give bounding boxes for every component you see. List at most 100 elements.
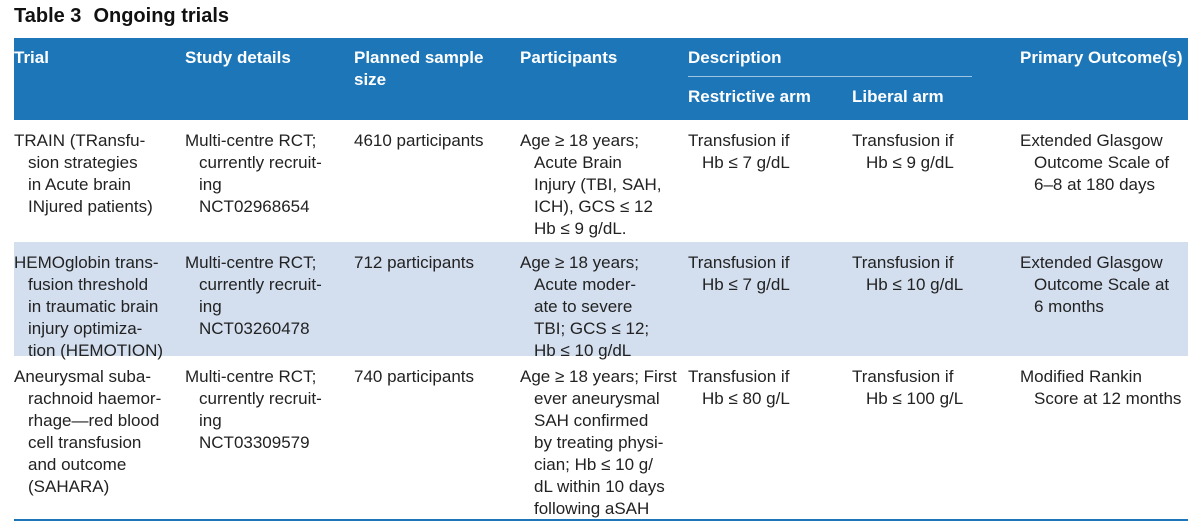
cell-text-line: Age ≥ 18 years; — [520, 253, 639, 272]
cell-text-line: Age ≥ 18 years; First — [520, 367, 677, 386]
cell-text-line: ate to severe — [534, 297, 633, 316]
header-liberal-arm: Liberal arm — [852, 87, 944, 106]
cell-text-line: Transfusion if — [688, 253, 790, 272]
cell-text-line: Transfusion if — [852, 131, 954, 150]
cell-text-line: Hb ≤ 10 g/dL — [534, 341, 632, 360]
cell-trial: TRAIN (TRansfu-sion strategies in Acute b… — [14, 130, 153, 218]
cell-text-line: following aSAH — [534, 499, 650, 518]
cell-primary-outcome: Extended Glasgow Outcome Scale of 6–8 at 1… — [1020, 130, 1169, 196]
cell-text-line: Hb ≤ 7 g/dL — [702, 153, 790, 172]
header-sample-size-line1: Planned sample — [354, 48, 484, 67]
cell-trial: Aneurysmal suba-rachnoid haemor-rhage—re… — [14, 366, 161, 498]
header-description: Description — [688, 48, 782, 67]
cell-text-line: TBI; GCS ≤ 12; — [534, 319, 650, 338]
header-primary-outcome: Primary Outcome(s) — [1020, 48, 1183, 67]
cell-text-line: 6–8 at 180 days — [1034, 175, 1155, 194]
cell-liberal-arm: Transfusion if Hb ≤ 100 g/L — [852, 366, 963, 410]
cell-text-line: Outcome Scale of — [1034, 153, 1170, 172]
cell-trial: HEMOglobin trans-fusion threshold in trau… — [14, 252, 163, 362]
header-restrictive-arm: Restrictive arm — [688, 87, 811, 106]
cell-text-line: cian; Hb ≤ 10 g/ — [534, 455, 653, 474]
cell-text-line: Hb ≤ 9 g/dL — [866, 153, 954, 172]
cell-participants: Age ≥ 18 years; Acute moder-ate to severe… — [520, 252, 649, 362]
table-row: HEMOglobin trans-fusion threshold in trau… — [14, 242, 1188, 360]
cell-text-line: Multi-centre RCT; — [185, 367, 317, 386]
cell-text-line: rachnoid haemor- — [28, 389, 162, 408]
cell-text-line: Aneurysmal suba- — [14, 367, 152, 386]
cell-text-line: SAH confirmed — [534, 411, 649, 430]
cell-participants: Age ≥ 18 years; First ever aneurysmal SAH … — [520, 366, 677, 520]
cell-text-line: currently recruit- — [199, 275, 322, 294]
cell-text-line: in Acute brain — [28, 175, 132, 194]
cell-text-line: Hb ≤ 10 g/dL — [866, 275, 964, 294]
cell-text-line: Transfusion if — [852, 367, 954, 386]
cell-text-line: ever aneurysmal — [534, 389, 660, 408]
cell-liberal-arm: Transfusion if Hb ≤ 9 g/dL — [852, 130, 954, 174]
header-sample-size: Planned sample size — [354, 47, 483, 91]
cell-text-line: Multi-centre RCT; — [185, 253, 317, 272]
cell-text-line: ing — [199, 411, 222, 430]
cell-text-line: Injury (TBI, SAH, — [534, 175, 662, 194]
cell-primary-outcome: Extended Glasgow Outcome Scale at 6 months — [1020, 252, 1169, 318]
header-participants: Participants — [520, 48, 618, 67]
cell-text-line: 6 months — [1034, 297, 1104, 316]
cell-restrictive-arm: Transfusion if Hb ≤ 7 g/dL — [688, 130, 790, 174]
cell-text-line: Extended Glasgow — [1020, 131, 1163, 150]
cell-text-line: ing — [199, 297, 222, 316]
cell-text-line: Transfusion if — [688, 367, 790, 386]
table-number: Table 3 — [14, 5, 82, 27]
cell-text-line: Hb ≤ 100 g/L — [866, 389, 964, 408]
cell-study-details: Multi-centre RCT; currently recruit-ing NC… — [185, 366, 322, 454]
cell-text-line: HEMOglobin trans- — [14, 253, 159, 272]
cell-text-line: currently recruit- — [199, 153, 322, 172]
cell-text-line: sion strategies — [28, 153, 138, 172]
cell-participants: Age ≥ 18 years; Acute Brain Injury (TBI, S… — [520, 130, 662, 240]
cell-text-line: fusion threshold — [28, 275, 149, 294]
table-bottom-rule — [14, 519, 1188, 521]
cell-sample-size: 740 participants — [354, 366, 474, 388]
table-header: Trial Study details Planned sample size … — [14, 38, 1188, 120]
table-row: Aneurysmal suba-rachnoid haemor-rhage—re… — [14, 356, 1188, 519]
cell-text-line: Hb ≤ 7 g/dL — [702, 275, 790, 294]
cell-text-line: Score at 12 months — [1034, 389, 1182, 408]
cell-text-line: Hb ≤ 80 g/L — [702, 389, 790, 408]
cell-text-line: INjured patients) — [28, 197, 153, 216]
cell-text-line: rhage—red blood — [28, 411, 160, 430]
cell-text-line: TRAIN (TRansfu- — [14, 131, 146, 150]
cell-text-line: ICH), GCS ≤ 12 — [534, 197, 653, 216]
header-sample-size-line2: size — [354, 70, 387, 89]
cell-text-line: dL within 10 days — [534, 477, 665, 496]
cell-text-line: NCT03309579 — [199, 433, 310, 452]
cell-text-line: Age ≥ 18 years; — [520, 131, 639, 150]
cell-text-line: by treating physi- — [534, 433, 664, 452]
cell-text-line: currently recruit- — [199, 389, 322, 408]
cell-text-line: Modified Rankin — [1020, 367, 1142, 386]
cell-text-line: cell transfusion — [28, 433, 142, 452]
cell-restrictive-arm: Transfusion if Hb ≤ 7 g/dL — [688, 252, 790, 296]
cell-text-line: Transfusion if — [688, 131, 790, 150]
cell-study-details: Multi-centre RCT; currently recruit-ing NC… — [185, 130, 322, 218]
header-study-details: Study details — [185, 48, 291, 67]
cell-sample-size: 4610 participants — [354, 130, 483, 152]
cell-restrictive-arm: Transfusion if Hb ≤ 80 g/L — [688, 366, 790, 410]
cell-text-line: (SAHARA) — [28, 477, 110, 496]
cell-text-line: NCT02968654 — [199, 197, 310, 216]
cell-text-line: in traumatic brain — [28, 297, 159, 316]
cell-text-line: Transfusion if — [852, 253, 954, 272]
cell-primary-outcome: Modified Rankin Score at 12 months — [1020, 366, 1181, 410]
cell-text-line: Acute moder- — [534, 275, 637, 294]
cell-text-line: Multi-centre RCT; — [185, 131, 317, 150]
cell-text-line: Hb ≤ 9 g/dL. — [534, 219, 627, 238]
cell-text-line: and outcome — [28, 455, 127, 474]
cell-text-line: injury optimiza- — [28, 319, 143, 338]
cell-liberal-arm: Transfusion if Hb ≤ 10 g/dL — [852, 252, 963, 296]
table-row: TRAIN (TRansfu-sion strategies in Acute b… — [14, 120, 1188, 242]
table-caption: Ongoing trials — [93, 5, 229, 27]
cell-text-line: ing — [199, 175, 222, 194]
cell-text-line: NCT03260478 — [199, 319, 310, 338]
cell-text-line: Extended Glasgow — [1020, 253, 1163, 272]
header-trial: Trial — [14, 48, 49, 67]
cell-text-line: 4610 participants — [354, 131, 484, 150]
cell-text-line: 740 participants — [354, 367, 475, 386]
cell-study-details: Multi-centre RCT; currently recruit-ing NC… — [185, 252, 322, 340]
